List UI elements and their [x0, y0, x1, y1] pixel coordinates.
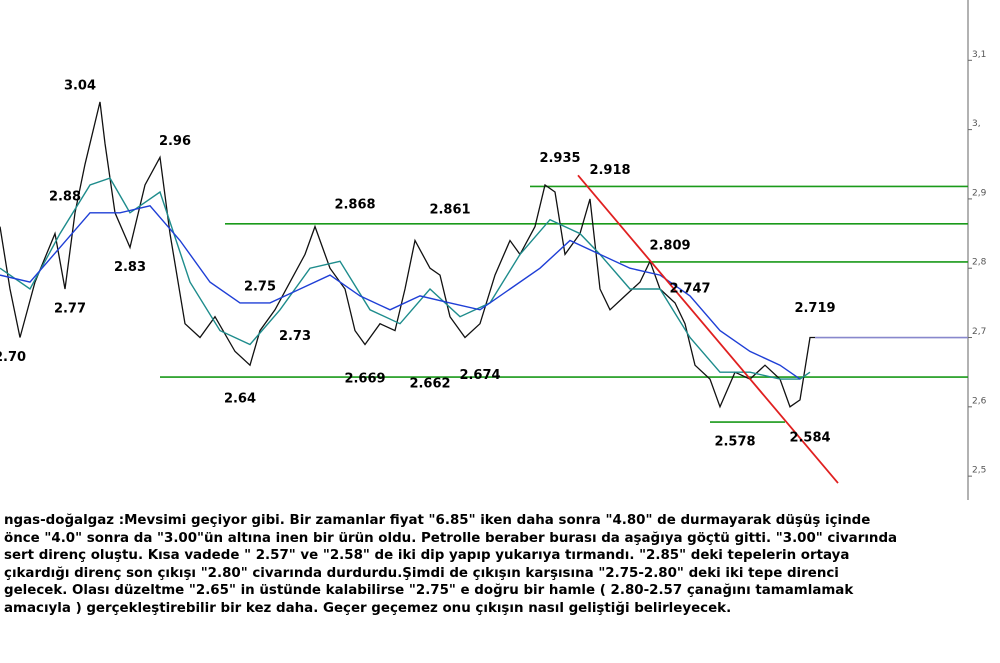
annotation: 3.04 [64, 78, 96, 93]
annotation: 2.747 [669, 281, 710, 296]
annotation: 2.935 [539, 151, 580, 166]
annotation: 2.584 [789, 430, 830, 445]
y-tick-label: 3, [972, 119, 981, 129]
annotation: 2.861 [429, 202, 470, 217]
series-line [0, 101, 815, 409]
y-tick-label: 3,1 [972, 50, 986, 60]
annotation: 2.88 [49, 189, 81, 204]
annotation: 2.75 [244, 279, 276, 294]
y-tick-label: 2,6 [972, 396, 987, 406]
y-tick-label: 2,7 [972, 327, 986, 337]
series-line [0, 205, 801, 380]
series-line [0, 177, 811, 380]
annotation: 2.578 [714, 435, 755, 450]
note-line: çıkardığı direnç son çıkışı "2.80" civar… [4, 565, 839, 581]
annotation: 2.868 [334, 198, 375, 213]
note-line: amacıyla ) gerçekleştirebilir bir kez da… [4, 600, 732, 616]
annotation: 2.674 [459, 368, 500, 383]
note-line: sert direnç oluştu. Kısa vadede " 2.57" … [4, 548, 850, 563]
note-line: gelecek. Olası düzeltme "2.65" in üstünd… [4, 583, 854, 598]
note: ngas-doğalgaz :Mevsimi geçiyor gibi. Bir… [4, 512, 998, 617]
annotation: 2.719 [794, 301, 835, 316]
annotation: 2.96 [159, 134, 191, 149]
annotation: 2.70 [0, 350, 26, 365]
annotation: 2.64 [224, 392, 256, 407]
annotation: 2.669 [344, 372, 385, 387]
note-line: önce "4.0" sonra da "3.00"ün altına inen… [4, 530, 898, 546]
trend-line [577, 174, 839, 484]
annotation: 2.73 [279, 329, 311, 344]
annotation: 2.662 [409, 376, 450, 391]
chart: 2,5 2,6 2,7 2,8 2,9 3, 3,1 2.70 2.77 2.88 3.04 2.83… [0, 0, 987, 500]
y-tick-label: 2,5 [972, 466, 986, 476]
annotation: 2.809 [649, 238, 690, 253]
y-tick-label: 2,8 [972, 258, 987, 268]
note-line: ngas-doğalgaz :Mevsimi geçiyor gibi. Bir… [4, 513, 871, 528]
annotation: 2.918 [589, 163, 630, 178]
annotation: 2.77 [54, 302, 86, 317]
annotation: 2.83 [114, 260, 146, 275]
y-tick-label: 2,9 [972, 188, 987, 198]
